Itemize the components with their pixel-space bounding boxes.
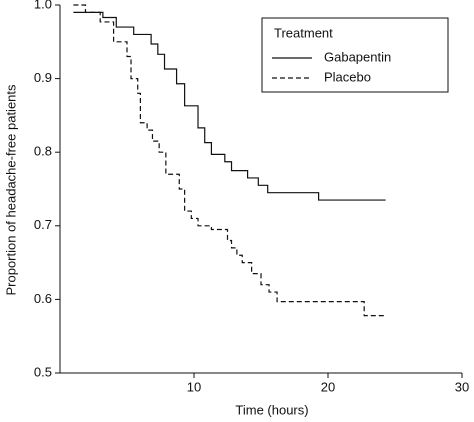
x-axis-title: Time (hours) [235, 402, 308, 417]
legend-title: Treatment [274, 25, 333, 40]
x-tick-label: 30 [455, 379, 469, 394]
y-axis-title: Proportion of headache-free patients [3, 84, 18, 296]
y-tick-label: 0.7 [34, 217, 52, 232]
survival-line [73, 4, 386, 317]
x-tick-label: 20 [321, 379, 335, 394]
legend-label: Gabapentin [324, 49, 391, 64]
y-tick-label: 0.9 [34, 70, 52, 85]
survival-line [73, 11, 386, 201]
legend-label: Placebo [324, 69, 371, 84]
x-tick-label: 10 [187, 379, 201, 394]
y-tick-label: 0.6 [34, 291, 52, 306]
y-tick-label: 0.5 [34, 364, 52, 379]
legend-box [261, 17, 449, 93]
y-tick-label: 1.0 [34, 0, 52, 11]
y-tick-label: 0.8 [34, 144, 52, 159]
legend: Treatment Gabapentin Placebo [261, 17, 449, 93]
